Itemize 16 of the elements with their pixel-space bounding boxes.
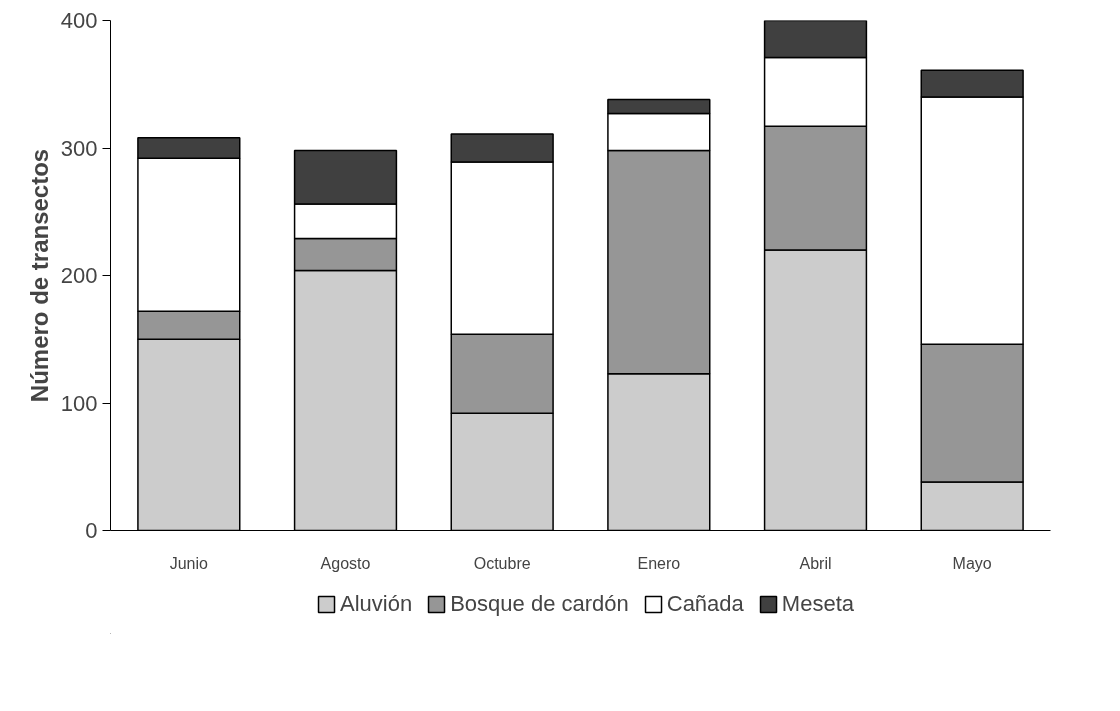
- y-tick-label: 100: [60, 390, 98, 416]
- legend-label: Aluvión: [340, 591, 413, 617]
- legend-label: Bosque de cardón: [450, 591, 629, 617]
- y-tick-label: 0: [85, 518, 98, 543]
- y-tick-label: 200: [60, 263, 98, 288]
- legend-label: Meseta: [781, 591, 854, 617]
- x-tick-label: Octubre: [473, 554, 531, 572]
- legend-label: Cañada: [666, 591, 744, 617]
- x-tick-label: Enero: [637, 554, 681, 572]
- y-tick-label: 300: [60, 135, 98, 161]
- x-tick-label: Mayo: [952, 554, 992, 572]
- x-tick-label: Abril: [799, 554, 832, 572]
- x-tick-label: Agosto: [320, 554, 371, 572]
- y-axis-title: Número de transectos: [25, 148, 53, 403]
- y-tick-label: 400: [60, 8, 98, 33]
- x-tick-label: Junio: [169, 554, 209, 572]
